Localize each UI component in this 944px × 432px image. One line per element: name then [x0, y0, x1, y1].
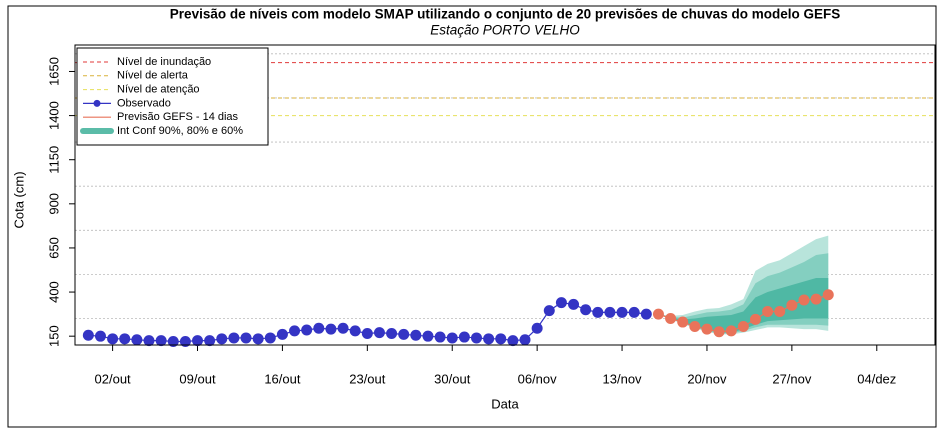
data-point	[640, 308, 652, 320]
data-point	[313, 322, 325, 334]
data-point	[192, 335, 204, 347]
data-point	[798, 294, 810, 306]
data-point	[131, 334, 143, 346]
data-point	[568, 298, 580, 310]
y-tick-label: 400	[46, 281, 61, 303]
y-tick-label: 1150	[46, 146, 61, 174]
data-point	[373, 327, 385, 339]
data-point	[762, 305, 774, 317]
data-point	[422, 330, 434, 342]
x-tick-label: 06/nov	[518, 371, 558, 386]
data-point	[749, 313, 761, 325]
data-point	[737, 320, 749, 332]
x-tick-label: 20/nov	[687, 371, 727, 386]
data-point	[458, 331, 470, 343]
legend-label: Nível de atenção	[117, 84, 200, 96]
data-point	[386, 328, 398, 340]
legend-label: Previsão GEFS - 14 dias	[117, 111, 239, 123]
data-point	[725, 325, 737, 337]
data-point	[786, 299, 798, 311]
x-tick-label: 16/out	[264, 371, 301, 386]
data-point	[701, 323, 713, 335]
chart-subtitle: Estação PORTO VELHO	[430, 23, 580, 38]
data-point	[143, 335, 155, 347]
confidence-band	[658, 277, 829, 333]
data-point	[301, 324, 313, 336]
data-point	[507, 335, 519, 347]
x-tick-label: 27/nov	[772, 371, 812, 386]
y-tick-label: 650	[46, 237, 61, 259]
data-point	[119, 333, 131, 345]
data-point	[155, 335, 167, 347]
data-point	[107, 333, 119, 345]
data-point	[204, 335, 216, 347]
data-point	[337, 322, 349, 334]
data-point	[628, 306, 640, 318]
data-point	[410, 329, 422, 341]
x-tick-label: 02/out	[95, 371, 132, 386]
data-point	[543, 305, 555, 317]
y-tick-label: 1650	[46, 57, 61, 86]
data-point	[665, 313, 677, 325]
legend-label: Nível de inundação	[117, 56, 211, 68]
data-point	[276, 328, 288, 340]
data-point	[228, 332, 240, 344]
data-point	[94, 330, 106, 342]
data-point	[774, 305, 786, 317]
data-point	[495, 333, 507, 345]
data-point	[677, 316, 689, 328]
data-point	[434, 331, 446, 343]
data-point	[713, 326, 725, 338]
data-point	[325, 323, 337, 335]
x-axis-label: Data	[491, 396, 519, 411]
legend-label: Int Conf 90%, 80% e 60%	[117, 125, 243, 137]
legend-label: Nível de alerta	[117, 70, 189, 82]
data-point	[810, 293, 822, 305]
data-point	[531, 322, 543, 334]
data-point	[592, 306, 604, 318]
data-point	[398, 328, 410, 340]
data-point	[216, 333, 228, 345]
y-tick-label: 900	[46, 193, 61, 215]
data-point	[470, 332, 482, 344]
data-point	[349, 325, 361, 337]
chart-title: Previsão de níveis com modelo SMAP utili…	[170, 7, 840, 22]
data-point	[446, 332, 458, 344]
data-point	[604, 306, 616, 318]
data-point	[361, 328, 373, 340]
data-point	[167, 335, 179, 347]
data-point	[555, 297, 567, 309]
data-point	[483, 333, 495, 345]
data-point	[264, 332, 276, 344]
y-tick-label: 1400	[46, 101, 61, 130]
x-tick-label: 23/out	[349, 371, 386, 386]
plot-area	[74, 44, 936, 346]
y-tick-label: 150	[46, 325, 61, 347]
data-point	[179, 335, 191, 347]
x-tick-label: 04/dez	[857, 371, 896, 386]
data-point	[240, 332, 252, 344]
data-point	[519, 334, 531, 346]
x-tick-label: 09/out	[179, 371, 216, 386]
data-point	[689, 320, 701, 332]
data-point	[822, 289, 834, 301]
data-point	[289, 325, 301, 337]
x-tick-label: 13/nov	[603, 371, 643, 386]
legend-label: Observado	[117, 97, 171, 109]
data-point	[652, 308, 664, 320]
x-tick-label: 30/out	[434, 371, 471, 386]
data-point	[616, 306, 628, 318]
data-point	[580, 304, 592, 316]
data-point	[82, 329, 94, 341]
y-axis-label: Cota (cm)	[11, 171, 26, 228]
legend-swatch	[93, 99, 101, 107]
data-point	[252, 333, 264, 345]
